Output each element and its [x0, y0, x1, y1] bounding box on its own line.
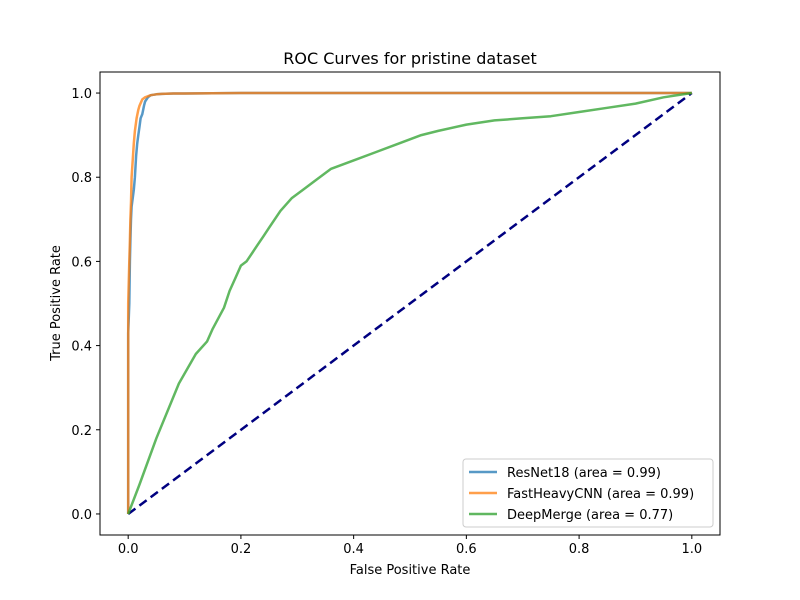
chart-title: ROC Curves for pristine dataset: [283, 49, 536, 68]
series-line-1: [126, 91, 692, 514]
y-tick-label: 0.8: [71, 171, 92, 186]
plot-frame: [99, 71, 721, 536]
x-tick-label: 1.0: [681, 542, 702, 557]
x-tick-label: 0.2: [231, 542, 252, 557]
legend-entry-label: FastHeavyCNN (area = 0.99): [507, 487, 694, 502]
x-tick-label: 0.4: [343, 542, 364, 557]
legend-box: [462, 458, 714, 528]
x-tick-label: 0.0: [118, 542, 139, 557]
x-axis-ticks: 0.0 0.2 0.4 0.6 0.8 1.0: [118, 535, 702, 557]
y-tick-label: 0.0: [71, 508, 92, 523]
y-tick-label: 0.6: [71, 255, 92, 270]
series-line-2: [127, 91, 692, 515]
x-tick-label: 0.6: [456, 542, 477, 557]
y-axis-label: True Positive Rate: [49, 245, 64, 362]
x-axis-label: False Positive Rate: [350, 563, 471, 578]
random-chance-diagonal-line: [127, 91, 693, 516]
series-layer: [126, 91, 693, 516]
y-tick-label: 0.2: [71, 424, 92, 439]
legend-entry-label: DeepMerge (area = 0.77): [507, 508, 673, 523]
y-tick-label: 0.4: [71, 340, 92, 355]
x-tick-label: 0.8: [569, 542, 590, 557]
y-tick-label: 1.0: [71, 87, 92, 102]
legend: ResNet18 (area = 0.99) FastHeavyCNN (area…: [462, 458, 714, 528]
y-axis-ticks: 0.0 0.2 0.4 0.6 0.8 1.0: [71, 87, 100, 523]
legend-entry-label: ResNet18 (area = 0.99): [507, 466, 661, 481]
